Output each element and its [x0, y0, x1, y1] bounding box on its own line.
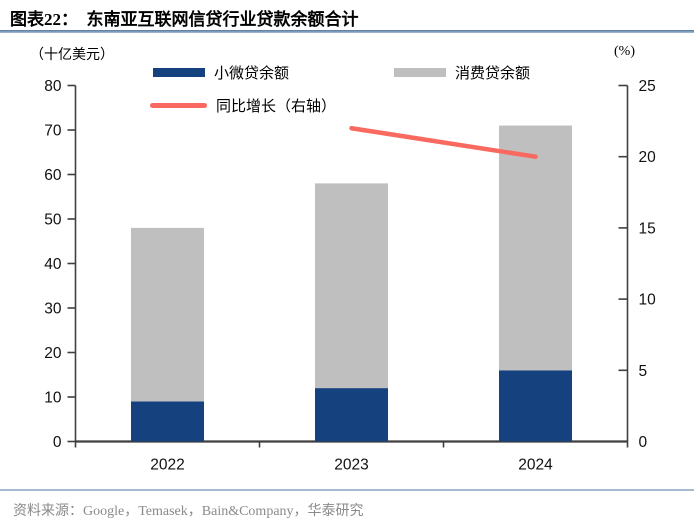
source-note: 资料来源：Google，Temasek，Bain&Company，华泰研究 [13, 504, 364, 519]
svg-text:2024: 2024 [518, 457, 553, 474]
right-axis-unit-label: (%) [614, 44, 635, 59]
svg-text:60: 60 [44, 167, 62, 184]
legend-item-yoy-growth: 同比增长（右轴） [150, 95, 336, 116]
svg-text:0: 0 [53, 434, 62, 451]
svg-text:30: 30 [44, 301, 62, 318]
figure-title: 图表22： 东南亚互联网信贷行业贷款余额合计 [10, 10, 359, 29]
svg-text:50: 50 [44, 212, 62, 229]
svg-text:20: 20 [639, 149, 657, 166]
legend-label-sme-loans: 小微贷余额 [214, 66, 290, 82]
source-divider [0, 489, 694, 491]
legend-label-yoy-growth: 同比增长（右轴） [216, 99, 337, 115]
legend-item-consumer-loans: 消费贷余额 [394, 62, 530, 83]
svg-text:80: 80 [44, 78, 62, 95]
title-underline [0, 30, 694, 33]
gray-bar-swatch-icon [394, 68, 446, 77]
svg-text:15: 15 [639, 220, 656, 237]
svg-text:40: 40 [44, 256, 62, 273]
svg-text:5: 5 [639, 363, 648, 380]
svg-text:2023: 2023 [334, 457, 368, 474]
legend-label-consumer-loans: 消费贷余额 [455, 66, 531, 82]
svg-text:20: 20 [44, 345, 62, 362]
svg-text:0: 0 [639, 434, 648, 451]
legend-item-sme-loans: 小微贷余额 [153, 62, 289, 83]
svg-text:10: 10 [44, 390, 62, 407]
svg-text:70: 70 [44, 123, 62, 140]
svg-text:2022: 2022 [150, 457, 184, 474]
red-line-swatch-icon [150, 103, 207, 108]
blue-bar-swatch-icon [153, 68, 205, 77]
svg-text:25: 25 [639, 78, 656, 95]
left-axis-unit-label: （十亿美元） [30, 48, 114, 63]
svg-text:10: 10 [639, 292, 657, 309]
